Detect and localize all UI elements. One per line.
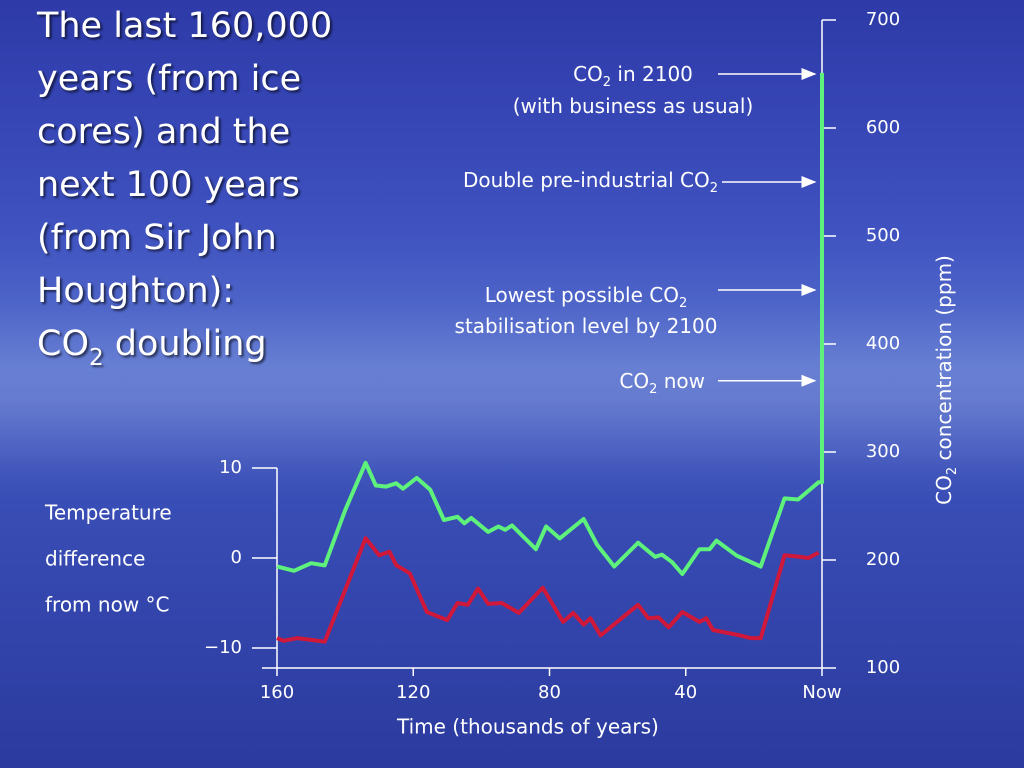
annotation-text-part: CO: [619, 369, 649, 393]
title-line-part: 2: [89, 345, 104, 371]
y-axis-label: Temperature: [44, 501, 172, 525]
x-tick-label: 80: [538, 682, 561, 703]
title-line: cores) and the: [37, 112, 290, 152]
y2-tick-label: 400: [866, 333, 900, 354]
x-tick-label: 40: [674, 682, 697, 703]
annotation-text-part: CO: [573, 62, 603, 86]
annotation-text: Double pre-industrial CO2: [463, 168, 718, 197]
y2-tick-label: 700: [866, 9, 900, 30]
y2-axis-label-part: CO: [932, 475, 956, 505]
title-line-part: cores) and the: [37, 112, 290, 152]
title-line: years (from ice: [37, 59, 301, 99]
annotation-text: CO2 now: [619, 369, 705, 398]
data-line: [276, 72, 824, 576]
annotation-text-part: 2: [649, 382, 657, 397]
annotation-text-part: (with business as usual): [513, 94, 754, 118]
title-line-part: (from Sir John: [37, 218, 277, 258]
data-line: [276, 536, 820, 644]
title-line-part: doubling: [104, 324, 267, 364]
x-tick-label: 160: [260, 682, 294, 703]
y2-axis-label: CO2 concentration (ppm): [932, 255, 961, 505]
x-tick-label: 120: [396, 682, 430, 703]
y-tick-label: −10: [204, 637, 242, 658]
y2-tick-label: 600: [866, 117, 900, 138]
annotation-text: CO2 in 2100: [573, 62, 693, 91]
annotation-text-part: 2: [710, 181, 718, 196]
y2-tick-label: 100: [866, 657, 900, 678]
annotation-text-part: Lowest possible CO: [485, 283, 679, 307]
y-axis-label: difference: [45, 547, 145, 571]
title-line-part: next 100 years: [37, 165, 300, 205]
annotation-text: stabilisation level by 2100: [455, 314, 718, 338]
title-line: The last 160,000: [36, 6, 332, 46]
x-axis-label: Time (thousands of years): [396, 715, 659, 739]
title-line: Houghton):: [37, 271, 234, 311]
y2-tick-label: 300: [866, 441, 900, 462]
annotation-text-part: stabilisation level by 2100: [455, 314, 718, 338]
title-line: CO2 doubling: [37, 324, 267, 371]
annotation-text: Lowest possible CO2: [485, 283, 688, 312]
annotation-text-part: now: [657, 369, 705, 393]
y2-axis-label-part: concentration (ppm): [932, 255, 956, 467]
annotation-text-part: in 2100: [611, 62, 693, 86]
y2-tick-label: 500: [866, 225, 900, 246]
title-line-part: Houghton):: [37, 271, 234, 311]
background-sheen: [0, 300, 1024, 500]
annotation-text-part: Double pre-industrial CO: [463, 168, 710, 192]
title-line-part: CO: [37, 324, 89, 364]
y-axis-label: from now °C: [45, 593, 170, 617]
annotation-text-part: 2: [603, 75, 611, 90]
annotation-text: (with business as usual): [513, 94, 754, 118]
y-tick-label: 10: [219, 457, 242, 478]
x-tick-label: Now: [802, 682, 841, 703]
title-line-part: years (from ice: [37, 59, 301, 99]
title-line: (from Sir John: [37, 218, 277, 258]
y2-tick-label: 200: [866, 549, 900, 570]
title-line: next 100 years: [37, 165, 300, 205]
annotation-text-part: 2: [679, 296, 687, 311]
y2-axis-label-part: 2: [945, 467, 960, 475]
y-tick-label: 0: [231, 547, 242, 568]
title-line-part: The last 160,000: [36, 6, 332, 46]
